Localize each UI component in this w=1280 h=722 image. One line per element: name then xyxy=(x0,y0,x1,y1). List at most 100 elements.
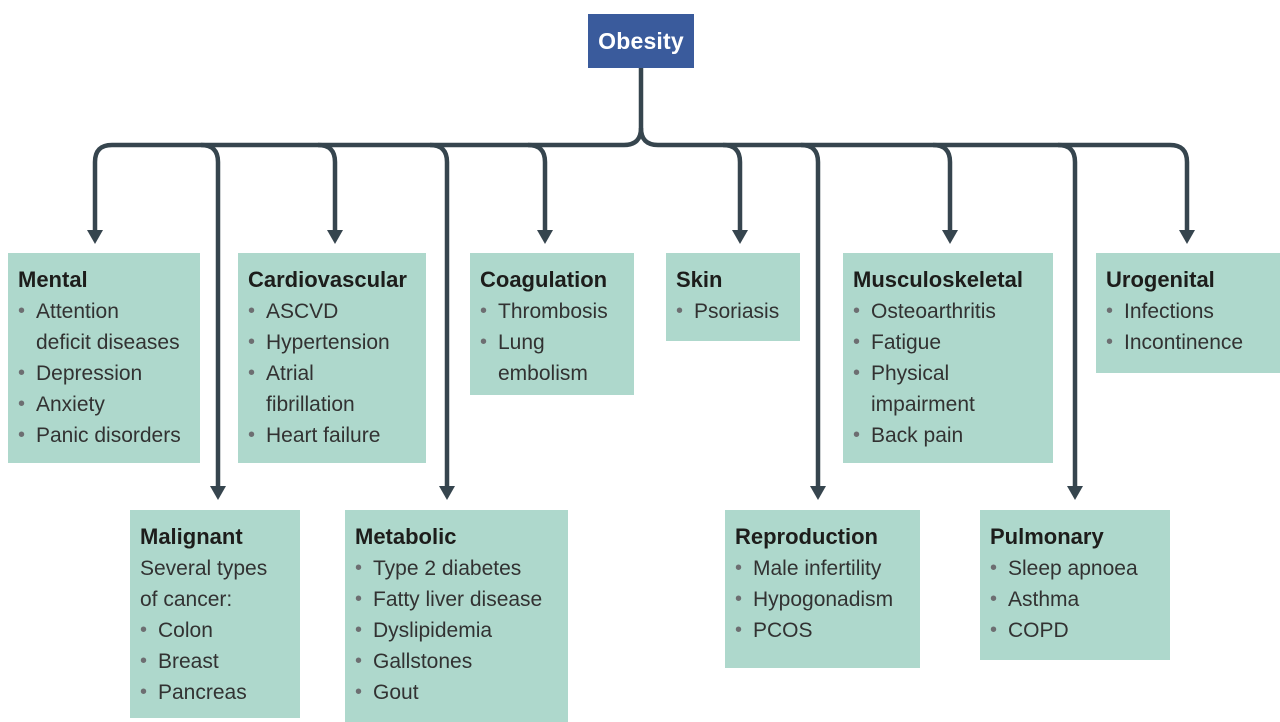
list-item: • Hypertension xyxy=(248,327,416,358)
bullet-marker: • xyxy=(853,331,861,353)
list-item: • PCOS xyxy=(735,615,910,646)
bullet-marker: • xyxy=(853,424,861,446)
category-box-reproduction: Reproduction • Male infertility • Hypogo… xyxy=(725,510,920,668)
category-title: Cardiovascular xyxy=(248,267,407,292)
list-item: • Pancreas xyxy=(140,677,290,708)
list-item: • Thrombosis xyxy=(480,296,624,327)
item-text: Anxiety xyxy=(36,393,105,416)
category-box-mental: Mental • Attention deficit diseases • De… xyxy=(8,253,200,463)
bullet-marker: • xyxy=(18,424,26,446)
category-box-metabolic: Metabolic • Type 2 diabetes • Fatty live… xyxy=(345,510,568,722)
list-item: • Fatty liver disease xyxy=(355,584,558,615)
list-item: • Type 2 diabetes xyxy=(355,553,558,584)
bullet-marker: • xyxy=(676,300,684,322)
bullet-marker: • xyxy=(735,557,743,579)
list-item: • Incontinence xyxy=(1106,327,1270,358)
list-item: • Anxiety xyxy=(18,389,190,420)
item-text: Hypertension xyxy=(266,331,390,354)
item-text: Lung embolism xyxy=(498,331,588,385)
category-box-malignant: Malignant Several types of cancer: • Col… xyxy=(130,510,300,718)
bullet-marker: • xyxy=(355,557,363,579)
item-text: Fatty liver disease xyxy=(373,588,543,611)
list-item: • Hypogonadism xyxy=(735,584,910,615)
list-item: • Asthma xyxy=(990,584,1160,615)
category-title: Pulmonary xyxy=(990,524,1104,549)
bullet-marker: • xyxy=(1106,300,1114,322)
item-text: Breast xyxy=(158,650,219,673)
list-item: • Colon xyxy=(140,615,290,646)
category-box-skin: Skin • Psoriasis xyxy=(666,253,800,341)
bullet-marker: • xyxy=(248,424,256,446)
item-text: Osteoarthritis xyxy=(871,300,996,323)
bullet-marker: • xyxy=(355,588,363,610)
bullet-marker: • xyxy=(248,331,256,353)
list-item: • Attention deficit diseases xyxy=(18,296,190,358)
bullet-marker: • xyxy=(18,362,26,384)
item-text: Back pain xyxy=(871,424,964,447)
item-text: Hypogonadism xyxy=(753,588,894,611)
list-item: Several types of cancer: xyxy=(140,553,290,615)
item-text: Depression xyxy=(36,362,143,385)
bullet-marker: • xyxy=(735,588,743,610)
list-item: • Osteoarthritis xyxy=(853,296,1043,327)
list-item: • Heart failure xyxy=(248,420,416,451)
bullet-marker: • xyxy=(1106,331,1114,353)
list-item: • Gallstones xyxy=(355,646,558,677)
category-box-pulmonary: Pulmonary • Sleep apnoea • Asthma • COPD xyxy=(980,510,1170,660)
bullet-marker: • xyxy=(853,300,861,322)
bullet-marker: • xyxy=(853,362,861,384)
list-item: • COPD xyxy=(990,615,1160,646)
category-title: Skin xyxy=(676,267,723,292)
bullet-marker: • xyxy=(18,300,26,322)
list-item: • Back pain xyxy=(853,420,1043,451)
item-text: Atrial fibrillation xyxy=(266,362,355,416)
bullet-marker: • xyxy=(990,588,998,610)
item-text: Heart failure xyxy=(266,424,381,447)
category-title: Urogenital xyxy=(1106,267,1215,292)
obesity-root-box: Obesity xyxy=(588,14,694,68)
list-item: • Lung embolism xyxy=(480,327,624,389)
bullet-marker: • xyxy=(140,650,148,672)
bullet-marker: • xyxy=(480,331,488,353)
bullet-marker: • xyxy=(355,650,363,672)
list-item: • Breast xyxy=(140,646,290,677)
bullet-marker: • xyxy=(990,619,998,641)
bullet-marker: • xyxy=(355,619,363,641)
list-item: • Dyslipidemia xyxy=(355,615,558,646)
category-title: Musculoskeletal xyxy=(853,267,1023,292)
bullet-marker: • xyxy=(355,681,363,703)
item-text: PCOS xyxy=(753,619,813,642)
item-text: Gout xyxy=(373,681,419,704)
item-text: Thrombosis xyxy=(498,300,608,323)
item-text: Infections xyxy=(1124,300,1214,323)
item-text: Panic disorders xyxy=(36,424,181,447)
item-text: Several types of cancer: xyxy=(140,557,268,611)
list-item: • Sleep apnoea xyxy=(990,553,1160,584)
bullet-marker: • xyxy=(248,300,256,322)
item-text: Psoriasis xyxy=(694,300,780,323)
bullet-marker: • xyxy=(480,300,488,322)
item-text: COPD xyxy=(1008,619,1069,642)
list-item: • Gout xyxy=(355,677,558,708)
list-item: • ASCVD xyxy=(248,296,416,327)
category-box-coagulation: Coagulation • Thrombosis • Lung embolism xyxy=(470,253,634,395)
category-title: Mental xyxy=(18,267,88,292)
item-text: Colon xyxy=(158,619,213,642)
category-title: Malignant xyxy=(140,524,243,549)
list-item: • Infections xyxy=(1106,296,1270,327)
item-text: Type 2 diabetes xyxy=(373,557,522,580)
list-item: • Physical impairment xyxy=(853,358,1043,420)
bullet-marker: • xyxy=(990,557,998,579)
item-text: Fatigue xyxy=(871,331,942,354)
category-title: Metabolic xyxy=(355,524,457,549)
category-title: Coagulation xyxy=(480,267,608,292)
item-text: Physical impairment xyxy=(871,362,975,416)
item-text: ASCVD xyxy=(266,300,339,323)
bullet-marker: • xyxy=(735,619,743,641)
item-text: Dyslipidemia xyxy=(373,619,493,642)
item-text: Attention deficit diseases xyxy=(36,300,180,354)
category-box-cardiovascular: Cardiovascular • ASCVD • Hypertension • … xyxy=(238,253,426,463)
list-item: • Psoriasis xyxy=(676,296,790,327)
list-item: • Fatigue xyxy=(853,327,1043,358)
